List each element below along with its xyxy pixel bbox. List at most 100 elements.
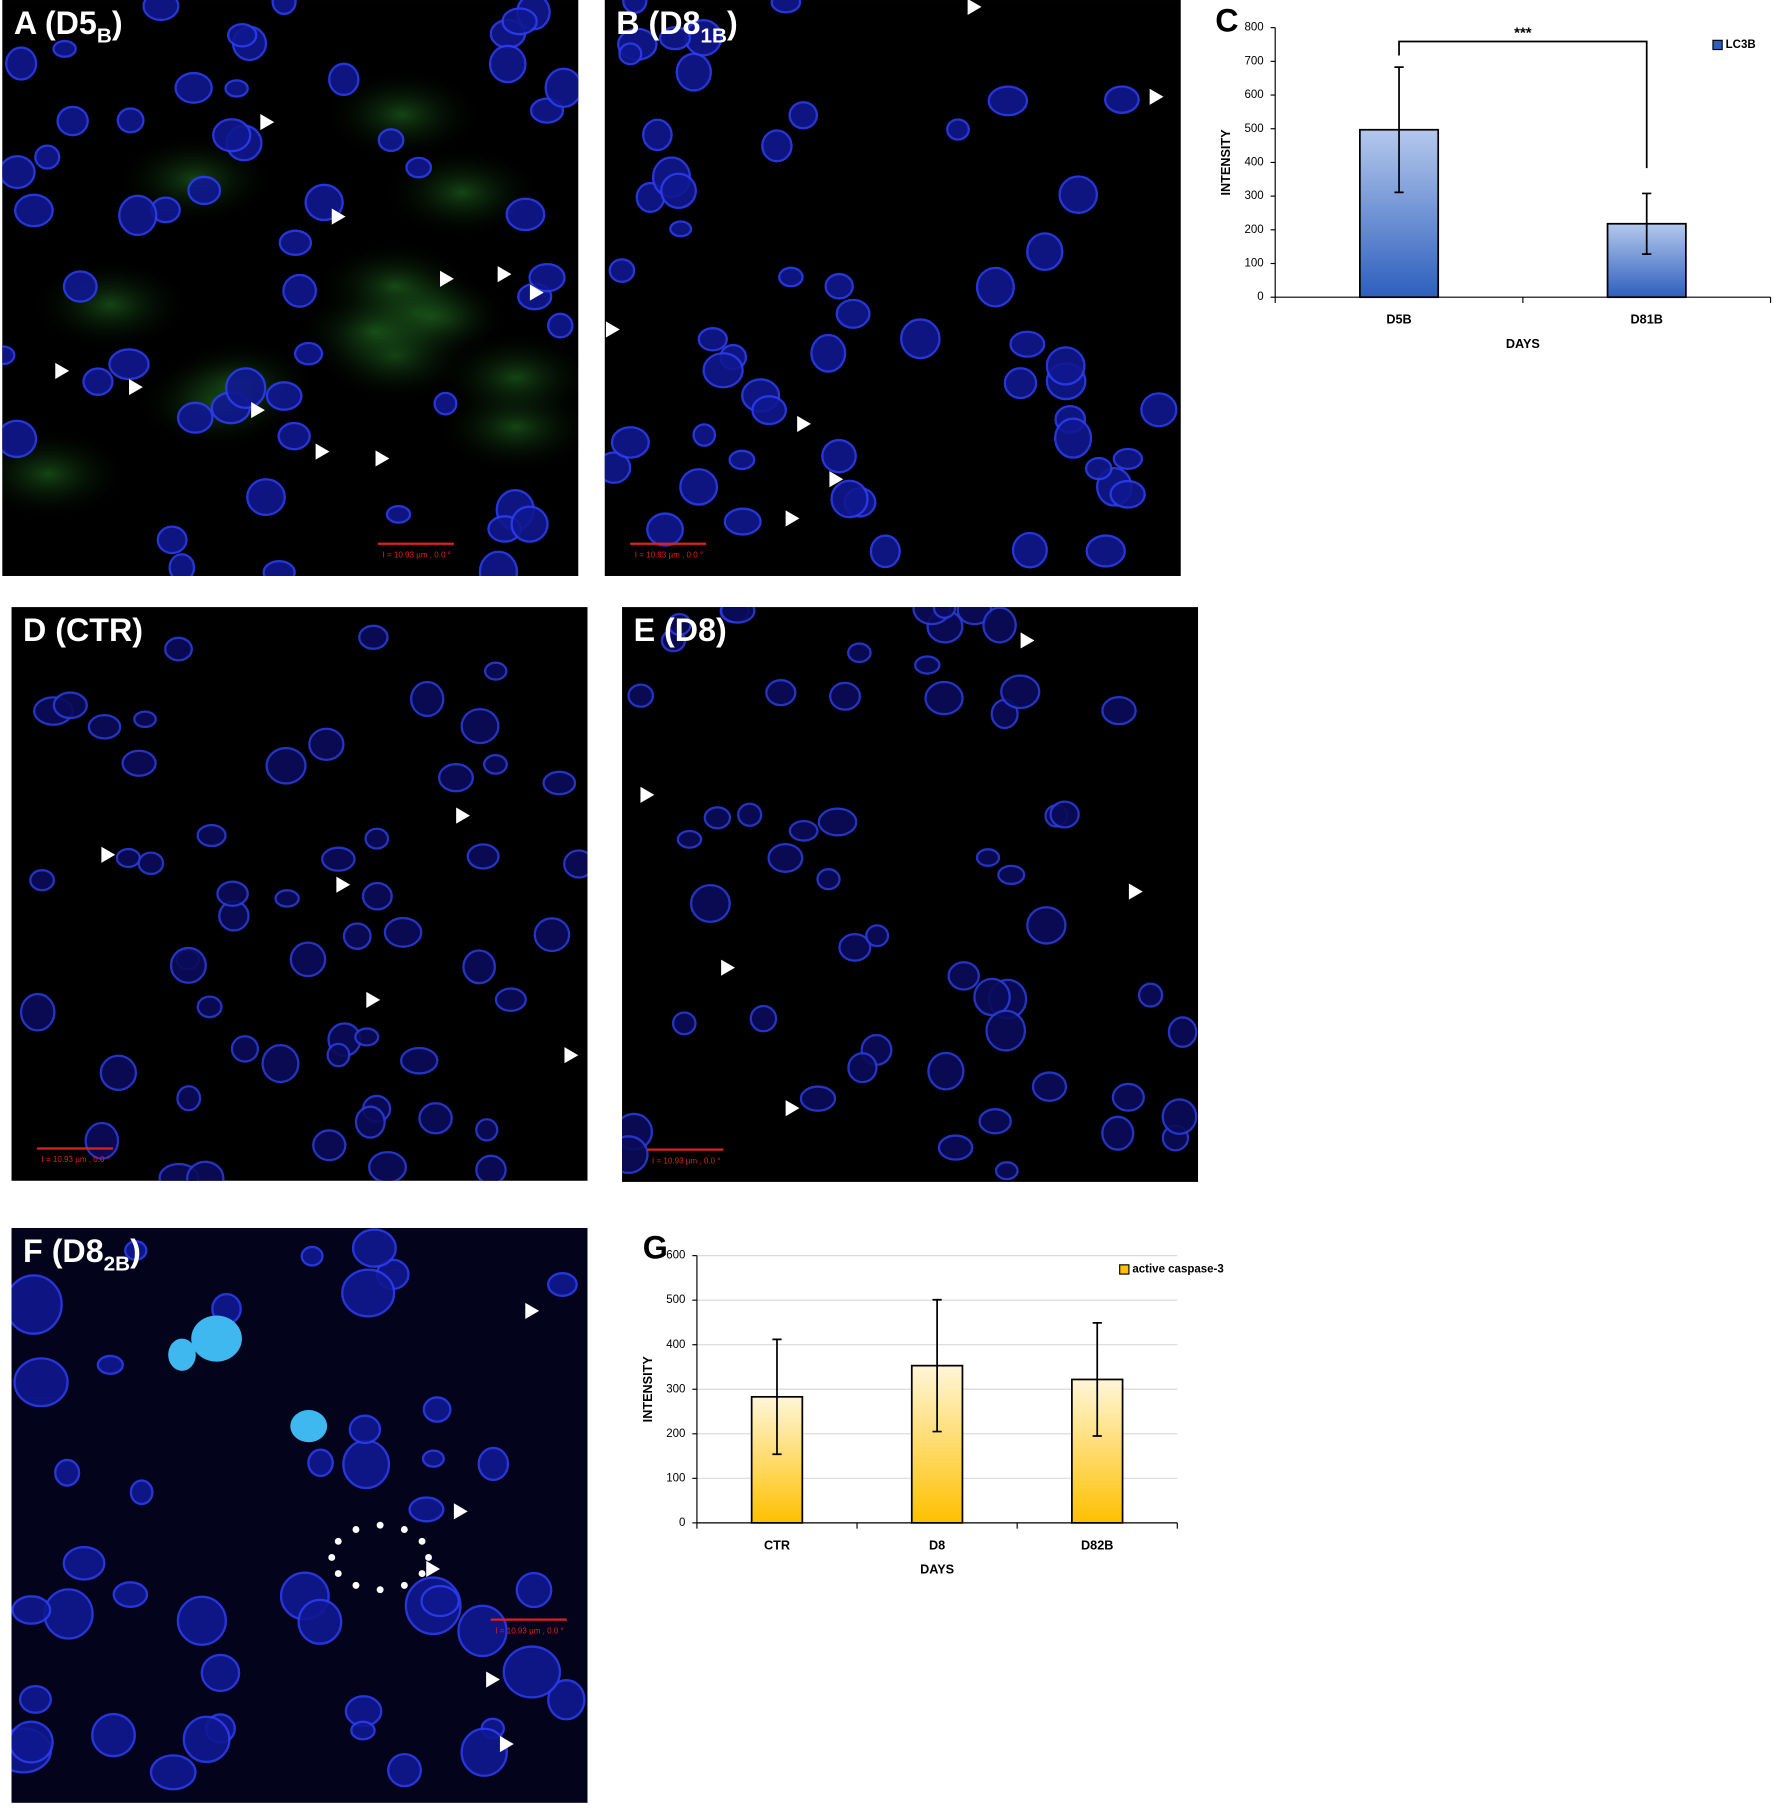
arrowhead bbox=[785, 1100, 800, 1117]
nucleus bbox=[368, 1150, 407, 1181]
nucleus bbox=[11, 1595, 52, 1625]
nucleus bbox=[1101, 696, 1137, 726]
arrowhead bbox=[1149, 88, 1164, 105]
cells bbox=[2, 0, 579, 576]
arrowhead bbox=[55, 362, 70, 379]
nucleus bbox=[728, 449, 756, 471]
arrowhead bbox=[797, 415, 811, 432]
nucleus bbox=[164, 636, 193, 662]
nucleus bbox=[14, 193, 54, 228]
nucleus bbox=[405, 156, 433, 179]
nucleus bbox=[761, 129, 793, 163]
nucleus bbox=[547, 312, 574, 339]
nucleus bbox=[433, 391, 458, 416]
nucleus bbox=[1058, 175, 1099, 214]
nucleus bbox=[667, 612, 692, 636]
nucleus bbox=[1112, 447, 1144, 470]
nucleus bbox=[112, 1581, 149, 1608]
nucleus bbox=[460, 707, 500, 745]
arrowhead bbox=[967, 0, 982, 15]
nucleus bbox=[1084, 456, 1113, 481]
nucleus bbox=[278, 229, 313, 256]
nucleus bbox=[1161, 1098, 1198, 1135]
nucleus bbox=[642, 118, 673, 152]
error-bar bbox=[772, 1338, 782, 1456]
nucleus bbox=[34, 144, 61, 170]
legend-label: LC3B bbox=[1726, 39, 1756, 51]
nucleus bbox=[82, 367, 114, 396]
nucleus bbox=[124, 1240, 148, 1261]
nucleus bbox=[169, 946, 207, 984]
nucleus bbox=[196, 995, 223, 1019]
nucleus bbox=[246, 478, 286, 517]
nucleus bbox=[816, 868, 841, 891]
nucleus bbox=[387, 1752, 422, 1788]
arrowhead bbox=[453, 1503, 468, 1520]
cells bbox=[622, 607, 1198, 1181]
arrowhead bbox=[486, 1671, 500, 1688]
y-tick-label: 0 bbox=[679, 1517, 685, 1529]
nucleus bbox=[679, 468, 719, 506]
nucleus bbox=[1111, 1082, 1145, 1112]
nucleus bbox=[13, 1357, 69, 1408]
nucleus bbox=[660, 172, 697, 210]
nucleus bbox=[422, 1396, 452, 1423]
nucleus bbox=[174, 71, 213, 104]
nucleus bbox=[838, 932, 872, 962]
nucleus bbox=[1167, 1016, 1198, 1048]
nucleus bbox=[937, 1134, 974, 1161]
micrograph: D (CTR) I = 10.93 µm , 0.0 ° bbox=[11, 607, 588, 1181]
y-tick-label: 600 bbox=[1244, 89, 1263, 101]
nucleus bbox=[622, 0, 648, 14]
nucleus bbox=[312, 1129, 347, 1162]
nucleus bbox=[216, 880, 249, 907]
nucleus bbox=[927, 1051, 965, 1091]
nucleus bbox=[186, 1160, 225, 1181]
nucleus bbox=[675, 52, 712, 92]
arrowhead bbox=[129, 378, 143, 396]
scale-bar-label: I = 10.93 µm , 0.0 ° bbox=[382, 550, 450, 559]
nucleus bbox=[1026, 906, 1067, 945]
nucleus bbox=[658, 26, 692, 51]
nucleus bbox=[328, 62, 360, 97]
nucleus bbox=[196, 823, 227, 848]
legend-swatch bbox=[1712, 39, 1723, 51]
arrowhead bbox=[499, 1735, 514, 1753]
dotted-outline bbox=[418, 1570, 426, 1578]
nucleus bbox=[847, 1052, 878, 1084]
nucleus bbox=[271, 0, 297, 16]
nucleus bbox=[200, 1653, 241, 1693]
nucleus bbox=[326, 1042, 351, 1068]
nucleus bbox=[997, 864, 1026, 886]
y-tick-label: 800 bbox=[1244, 22, 1263, 34]
nucleus bbox=[975, 266, 1015, 308]
nucleus bbox=[1026, 232, 1064, 272]
y-tick-label: 100 bbox=[666, 1472, 685, 1484]
nucleus bbox=[899, 318, 941, 360]
nucleus bbox=[348, 1414, 382, 1445]
nucleus bbox=[502, 1645, 562, 1699]
nucleus bbox=[702, 352, 744, 389]
panel-letter: C bbox=[1215, 3, 1238, 39]
nucleus bbox=[546, 1272, 578, 1298]
nucleus bbox=[274, 889, 300, 908]
x-axis-label: DAYS bbox=[1506, 337, 1540, 351]
nucleus bbox=[671, 1011, 697, 1036]
cytoplasm-stain bbox=[321, 68, 483, 161]
error-bar bbox=[1642, 192, 1652, 255]
nucleus bbox=[608, 258, 636, 284]
arrowhead bbox=[529, 284, 544, 301]
nucleus bbox=[627, 683, 655, 708]
arrowhead bbox=[101, 846, 116, 863]
nucleus bbox=[697, 327, 728, 352]
nucleus bbox=[1009, 330, 1046, 358]
panel-label: F (D8 bbox=[23, 1233, 104, 1269]
nucleus bbox=[354, 1027, 380, 1047]
nucleus bbox=[408, 1496, 445, 1523]
nucleus bbox=[176, 401, 214, 434]
arrowhead bbox=[440, 270, 454, 287]
nucleus bbox=[350, 1720, 376, 1741]
arrowhead bbox=[366, 991, 381, 1008]
nucleus bbox=[11, 1720, 54, 1764]
micrograph: A (D5 B) I = 10.93 µm , 0.0 ° bbox=[2, 0, 579, 576]
